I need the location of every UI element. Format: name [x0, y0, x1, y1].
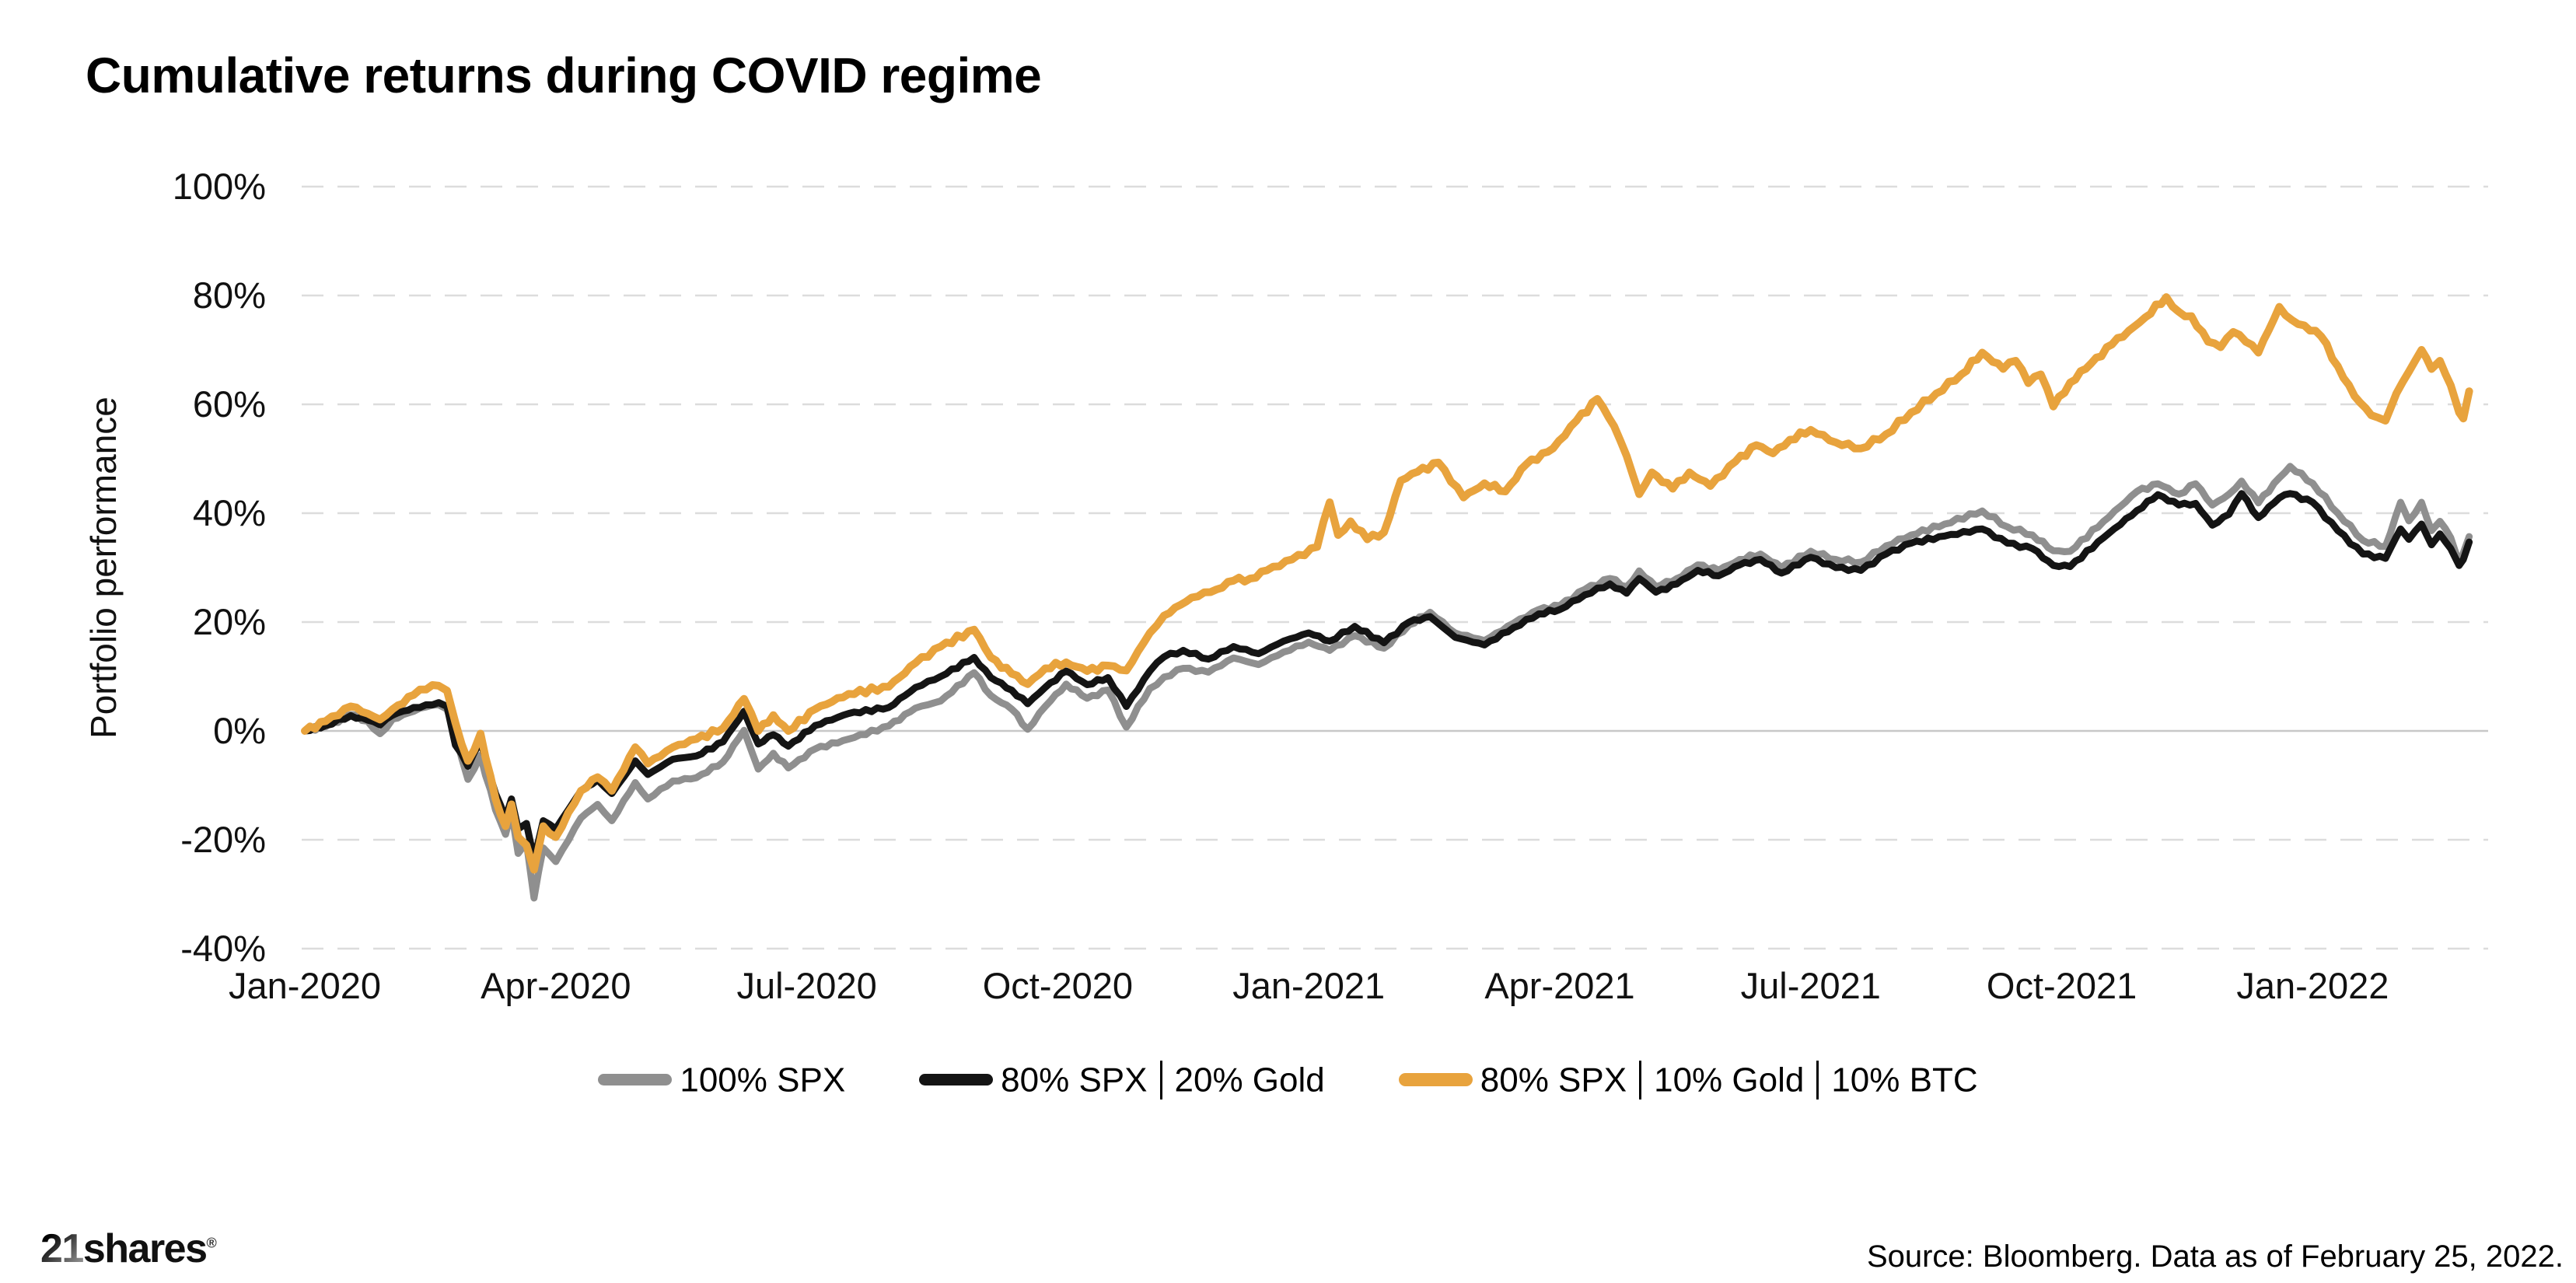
x-tick-label: Apr-2020 — [481, 965, 631, 1006]
legend-swatch — [919, 1073, 994, 1085]
legend-label-part: 100% SPX — [680, 1061, 846, 1099]
legend-item: 100% SPX — [598, 1059, 845, 1099]
x-tick-label: Jan-2021 — [1232, 965, 1386, 1006]
y-tick-label: 60% — [192, 383, 266, 425]
logo-shares: shares — [82, 1226, 208, 1271]
x-tick-label: Apr-2021 — [1484, 965, 1635, 1006]
x-tick-label: Jul-2020 — [736, 965, 877, 1006]
legend-label: 80% SPX 20% Gold — [1001, 1059, 1325, 1100]
legend-label: 80% SPX 10% Gold 10% BTC — [1480, 1059, 1978, 1100]
legend-item: 80% SPX 10% Gold 10% BTC — [1398, 1059, 1978, 1100]
y-tick-label: 20% — [192, 601, 266, 642]
x-tick-label: Jan-2020 — [229, 965, 381, 1006]
x-tick-label: Oct-2020 — [982, 965, 1134, 1006]
legend-separator — [1639, 1061, 1642, 1100]
x-tick-label: Jul-2021 — [1740, 965, 1881, 1006]
legend-swatch — [1398, 1072, 1473, 1086]
series-line-100SPX — [301, 463, 2473, 902]
legend-label: 100% SPX — [680, 1059, 845, 1099]
x-tick-label: Jan-2022 — [2236, 965, 2389, 1006]
series-line-80SPX-10Gold-10BTC — [301, 293, 2473, 874]
y-tick-label: 0% — [213, 710, 266, 751]
legend-swatch — [598, 1073, 673, 1085]
legend-label-part: 80% SPX — [1001, 1061, 1148, 1099]
chart-title: Cumulative returns during COVID regime — [86, 47, 1042, 103]
legend-label-part: 10% Gold — [1654, 1061, 1805, 1099]
legend-item: 80% SPX 20% Gold — [919, 1059, 1325, 1100]
legend-label-part: 10% BTC — [1831, 1061, 1978, 1099]
source-note: Source: Bloomberg. Data as of February 2… — [1866, 1239, 2564, 1274]
y-tick-label: 100% — [172, 166, 266, 207]
y-tick-label: -20% — [180, 819, 266, 860]
registered-mark: ® — [206, 1235, 217, 1251]
legend-label-part: 20% Gold — [1174, 1061, 1325, 1099]
legend-label-part: 80% SPX — [1480, 1061, 1627, 1099]
y-tick-label: -40% — [180, 928, 266, 969]
legend: 100% SPX 80% SPX 20% Gold 80% SPX 10% Gold 10… — [0, 1054, 2576, 1104]
y-tick-label: 80% — [192, 274, 266, 316]
logo-21: 21 — [40, 1226, 84, 1271]
series-line-80SPX-20Gold — [301, 490, 2473, 863]
x-tick-label: Oct-2021 — [1986, 965, 2137, 1006]
legend-separator — [1816, 1061, 1819, 1100]
brand-logo: 21shares® — [40, 1225, 217, 1272]
legend-separator — [1159, 1061, 1162, 1100]
y-tick-label: 40% — [192, 492, 266, 533]
